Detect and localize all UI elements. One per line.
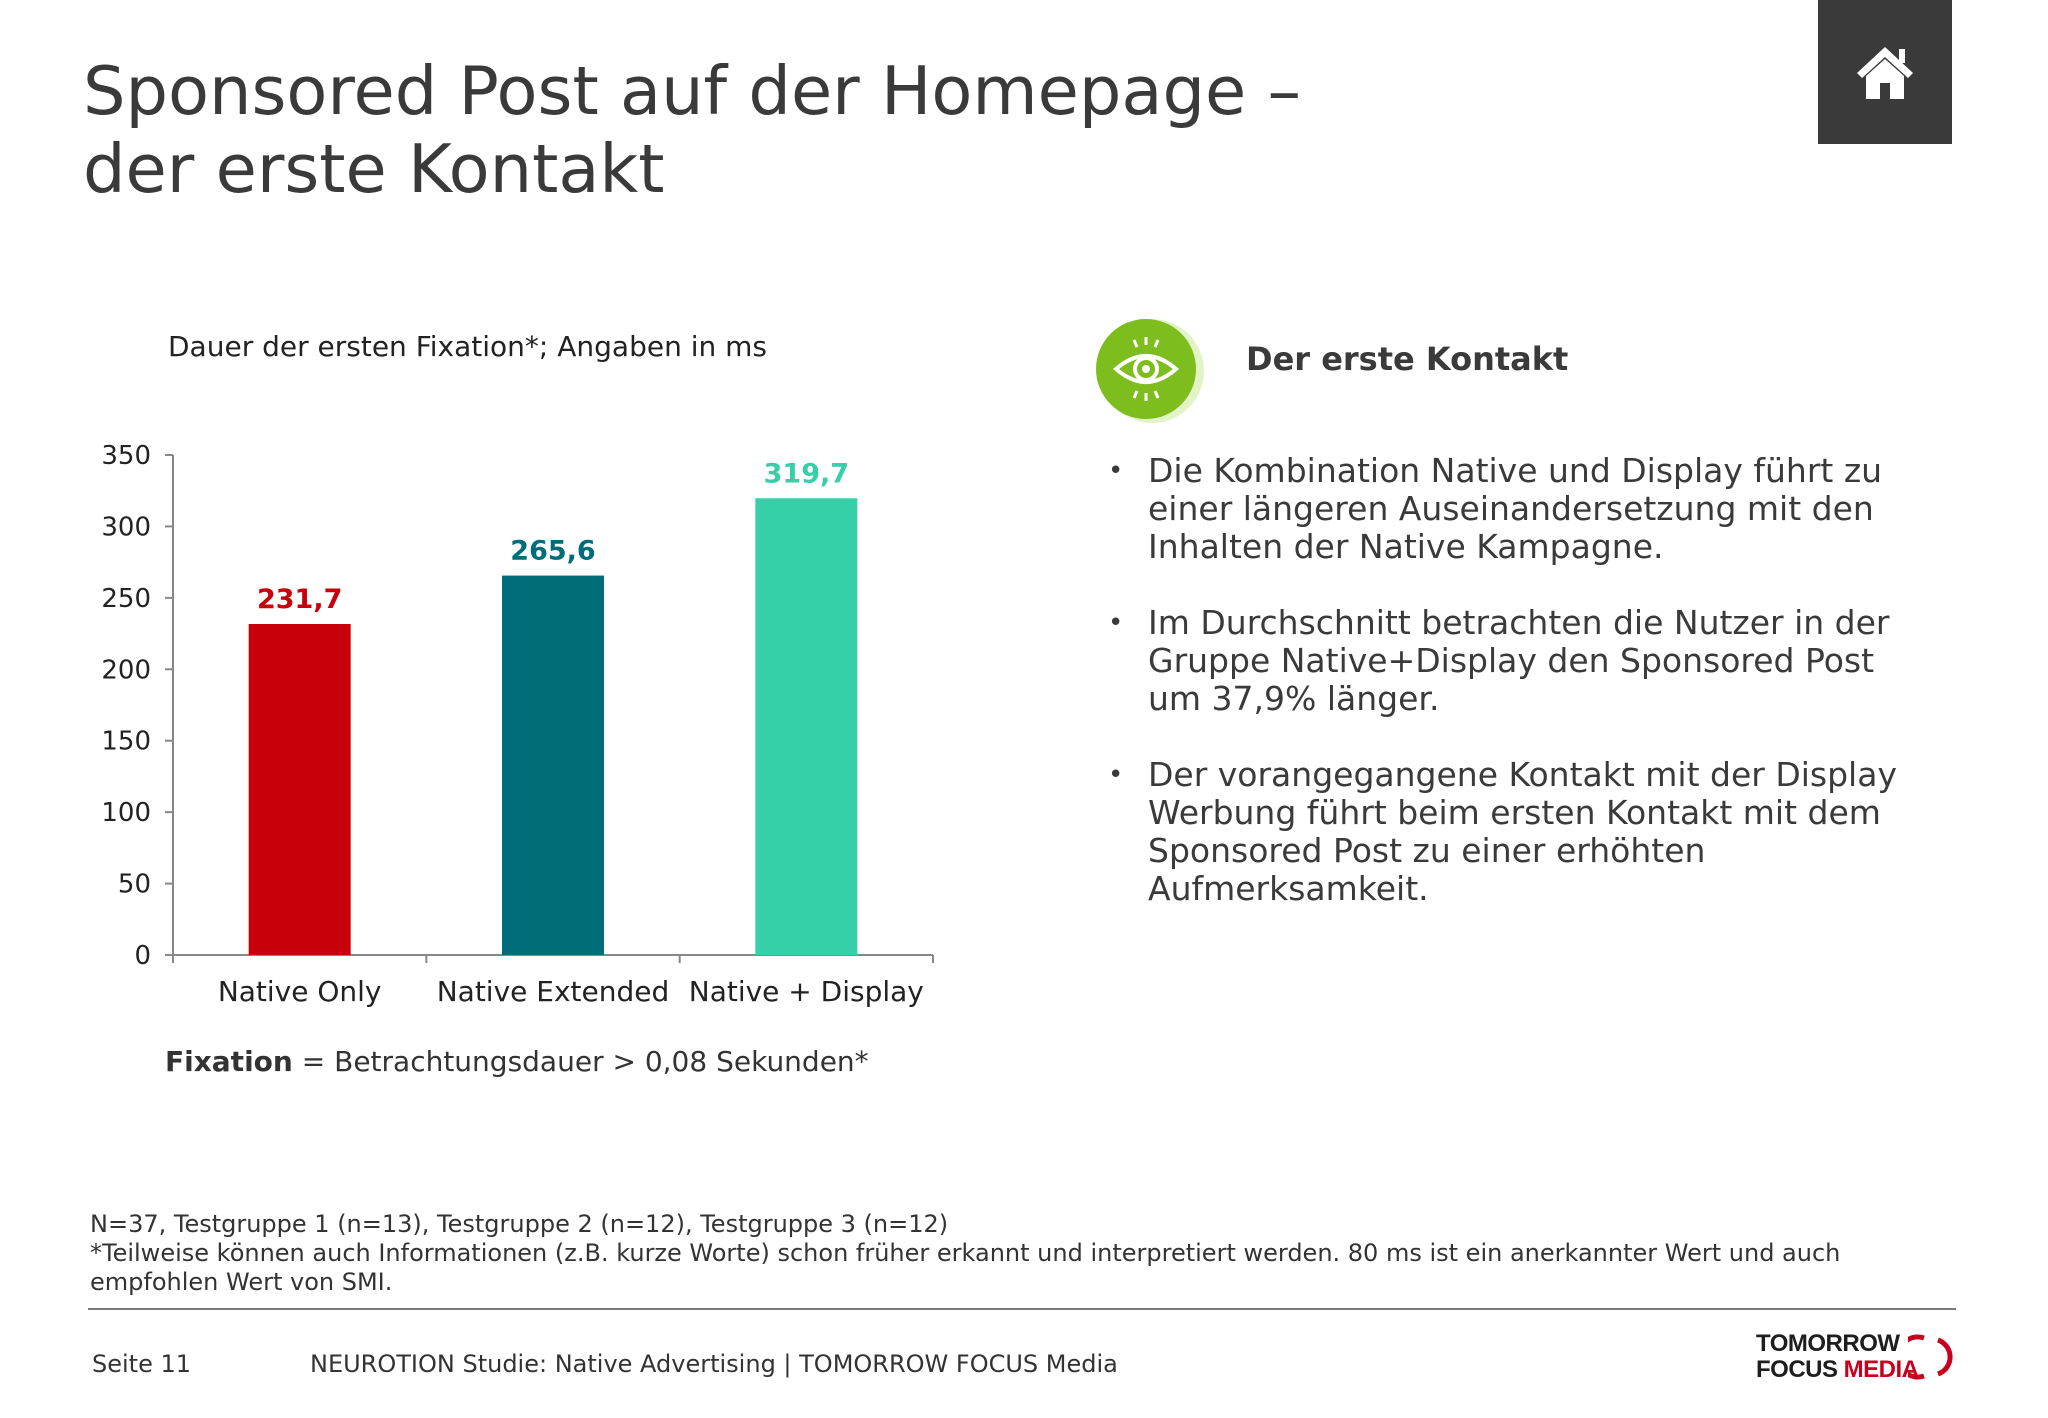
data-label: 319,7: [764, 458, 849, 489]
footer-text: NEUROTION Studie: Native Advertising | T…: [310, 1350, 1118, 1378]
footnote-sample: N=37, Testgruppe 1 (n=13), Testgruppe 2 …: [90, 1210, 949, 1238]
eye-icon: [1096, 319, 1204, 423]
x-tick-label: Native + Display: [689, 975, 924, 1008]
page-number: Seite 11: [92, 1350, 192, 1378]
y-tick-label: 150: [101, 727, 151, 757]
bullet-dot-icon: •: [1108, 456, 1124, 486]
page-title: Sponsored Post auf der Homepage – der er…: [83, 52, 1301, 208]
logo-arc-icon: [1908, 1334, 1953, 1380]
y-tick-label: 250: [101, 584, 151, 614]
y-tick-label: 350: [101, 441, 151, 471]
chart-subtitle: Dauer der ersten Fixation*; Angaben in m…: [168, 330, 768, 363]
data-label: 265,6: [510, 536, 595, 567]
bar: [755, 498, 858, 955]
bullet-text: Im Durchschnitt betrachten die Nutzer in…: [1148, 603, 1890, 718]
bullet-item: • Die Kombination Native und Display führ…: [1108, 452, 1908, 566]
fixation-description: = Betrachtungsdauer > 0,08 Sekunden*: [292, 1045, 869, 1078]
footer-divider: [88, 1308, 1956, 1310]
bullet-text: Der vorangegangene Kontakt mit der Displ…: [1148, 755, 1897, 908]
bar-chart: 0 50 100 150 200 250 300 350 231,7 Native Only 265…: [101, 441, 934, 1008]
footnote: N=37, Testgruppe 1 (n=13), Testgruppe 2 …: [90, 1210, 1970, 1297]
tomorrow-focus-media-logo: TOMORROW FOCUS MEDIA: [1756, 1330, 1962, 1386]
logo-line-1: TOMORROW: [1756, 1330, 1900, 1357]
bullet-list: • Die Kombination Native und Display führ…: [1108, 452, 1908, 946]
home-button[interactable]: [1818, 0, 1952, 144]
fixation-term: Fixation: [165, 1045, 293, 1078]
fixation-definition: Fixation = Betrachtungsdauer > 0,08 Seku…: [165, 1045, 869, 1078]
page-title-line-1: Sponsored Post auf der Homepage –: [83, 52, 1302, 130]
footnote-remark: *Teilweise können auch Informationen (z.…: [90, 1239, 1841, 1296]
data-label: 231,7: [257, 584, 342, 615]
home-icon: [1857, 47, 1913, 99]
x-tick-label: Native Only: [218, 975, 382, 1008]
bullet-item: • Der vorangegangene Kontakt mit der Disp…: [1108, 756, 1908, 908]
y-tick-label: 50: [118, 870, 151, 900]
bullet-dot-icon: •: [1108, 760, 1124, 790]
y-tick-label: 100: [101, 798, 151, 828]
panel-title: Der erste Kontakt: [1246, 340, 1569, 378]
y-tick-label: 200: [101, 655, 151, 685]
y-tick-label: 300: [101, 512, 151, 542]
x-tick-label: Native Extended: [437, 975, 670, 1008]
bar: [502, 575, 604, 955]
bullet-text: Die Kombination Native und Display führt…: [1148, 451, 1883, 566]
bullet-item: • Im Durchschnitt betrachten die Nutzer i…: [1108, 604, 1908, 718]
logo-line-2: FOCUS MEDIA: [1756, 1356, 1919, 1384]
y-tick-label: 0: [134, 941, 151, 971]
bullet-dot-icon: •: [1108, 608, 1124, 638]
bar: [248, 624, 351, 955]
page-title-line-2: der erste Kontakt: [83, 130, 665, 208]
logo-media: MEDIA: [1843, 1356, 1919, 1383]
logo-focus: FOCUS: [1756, 1356, 1838, 1383]
